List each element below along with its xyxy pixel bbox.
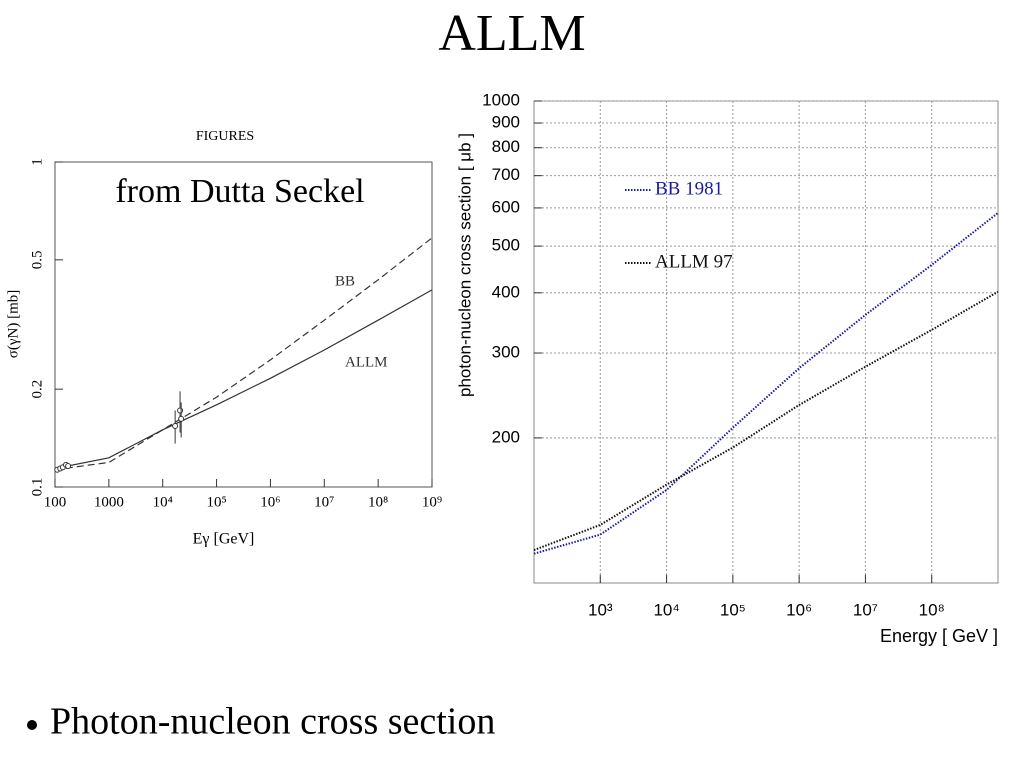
x-tick-label: 10³ (588, 600, 613, 619)
data-point (172, 423, 179, 430)
y-axis-label: σ(γN) [mb] (5, 290, 21, 358)
x-tick-label: 10⁷ (314, 494, 334, 510)
y-axis-label: photon-nucleon cross section [ μb ] (455, 133, 474, 397)
series-line (533, 212, 999, 555)
series-line (54, 237, 433, 471)
y-tick-label: 400 (492, 282, 520, 301)
x-tick-label: 10⁴ (153, 494, 173, 510)
x-tick-label: 10⁹ (422, 494, 442, 510)
x-tick-label: 100 (44, 494, 67, 510)
legend-label: BB 1981 (655, 178, 723, 199)
y-tick-label: 0.5 (29, 250, 45, 269)
series-line (533, 290, 999, 552)
plot-frame (54, 161, 433, 488)
bullet-text: Photon-nucleon cross section (50, 701, 495, 743)
x-axis-label: Energy [ GeV ] (880, 626, 998, 646)
y-tick-label: 600 (492, 197, 520, 216)
series-label: ALLM (345, 354, 388, 370)
x-tick-label: 10⁴ (653, 600, 679, 619)
y-tick-label: 900 (492, 113, 520, 132)
slide-title: ALLM (438, 5, 585, 62)
y-tick-label: 800 (492, 137, 520, 156)
x-axis-label: Eγ [GeV] (193, 531, 255, 548)
data-point (65, 463, 72, 470)
y-tick-label: 500 (492, 236, 520, 255)
series-line (54, 289, 433, 470)
x-tick-label: 10⁶ (260, 494, 280, 510)
plot-frame (533, 100, 999, 584)
bullet-dot (27, 720, 37, 730)
y-tick-label: 1000 (482, 90, 520, 109)
figure-header: FIGURES (196, 129, 254, 144)
x-tick-label: 10⁵ (720, 600, 746, 619)
y-tick-label: 200 (492, 427, 520, 446)
x-tick-label: 1000 (94, 494, 124, 510)
data-point (177, 407, 184, 414)
y-tick-label: 0.1 (29, 478, 45, 497)
y-tick-label: 300 (492, 343, 520, 362)
series-label: BB (335, 273, 355, 289)
x-tick-label: 10⁸ (919, 600, 945, 619)
x-tick-label: 10⁸ (368, 494, 388, 510)
data-point (178, 415, 185, 422)
y-tick-label: 1 (29, 158, 45, 166)
x-tick-label: 10⁶ (786, 600, 812, 619)
x-tick-label: 10⁵ (206, 494, 226, 510)
y-tick-label: 0.2 (29, 380, 45, 399)
x-tick-label: 10⁷ (853, 600, 878, 619)
y-tick-label: 700 (492, 165, 520, 184)
annotation: from Dutta Seckel (115, 173, 364, 210)
legend-label: ALLM 97 (655, 251, 733, 272)
